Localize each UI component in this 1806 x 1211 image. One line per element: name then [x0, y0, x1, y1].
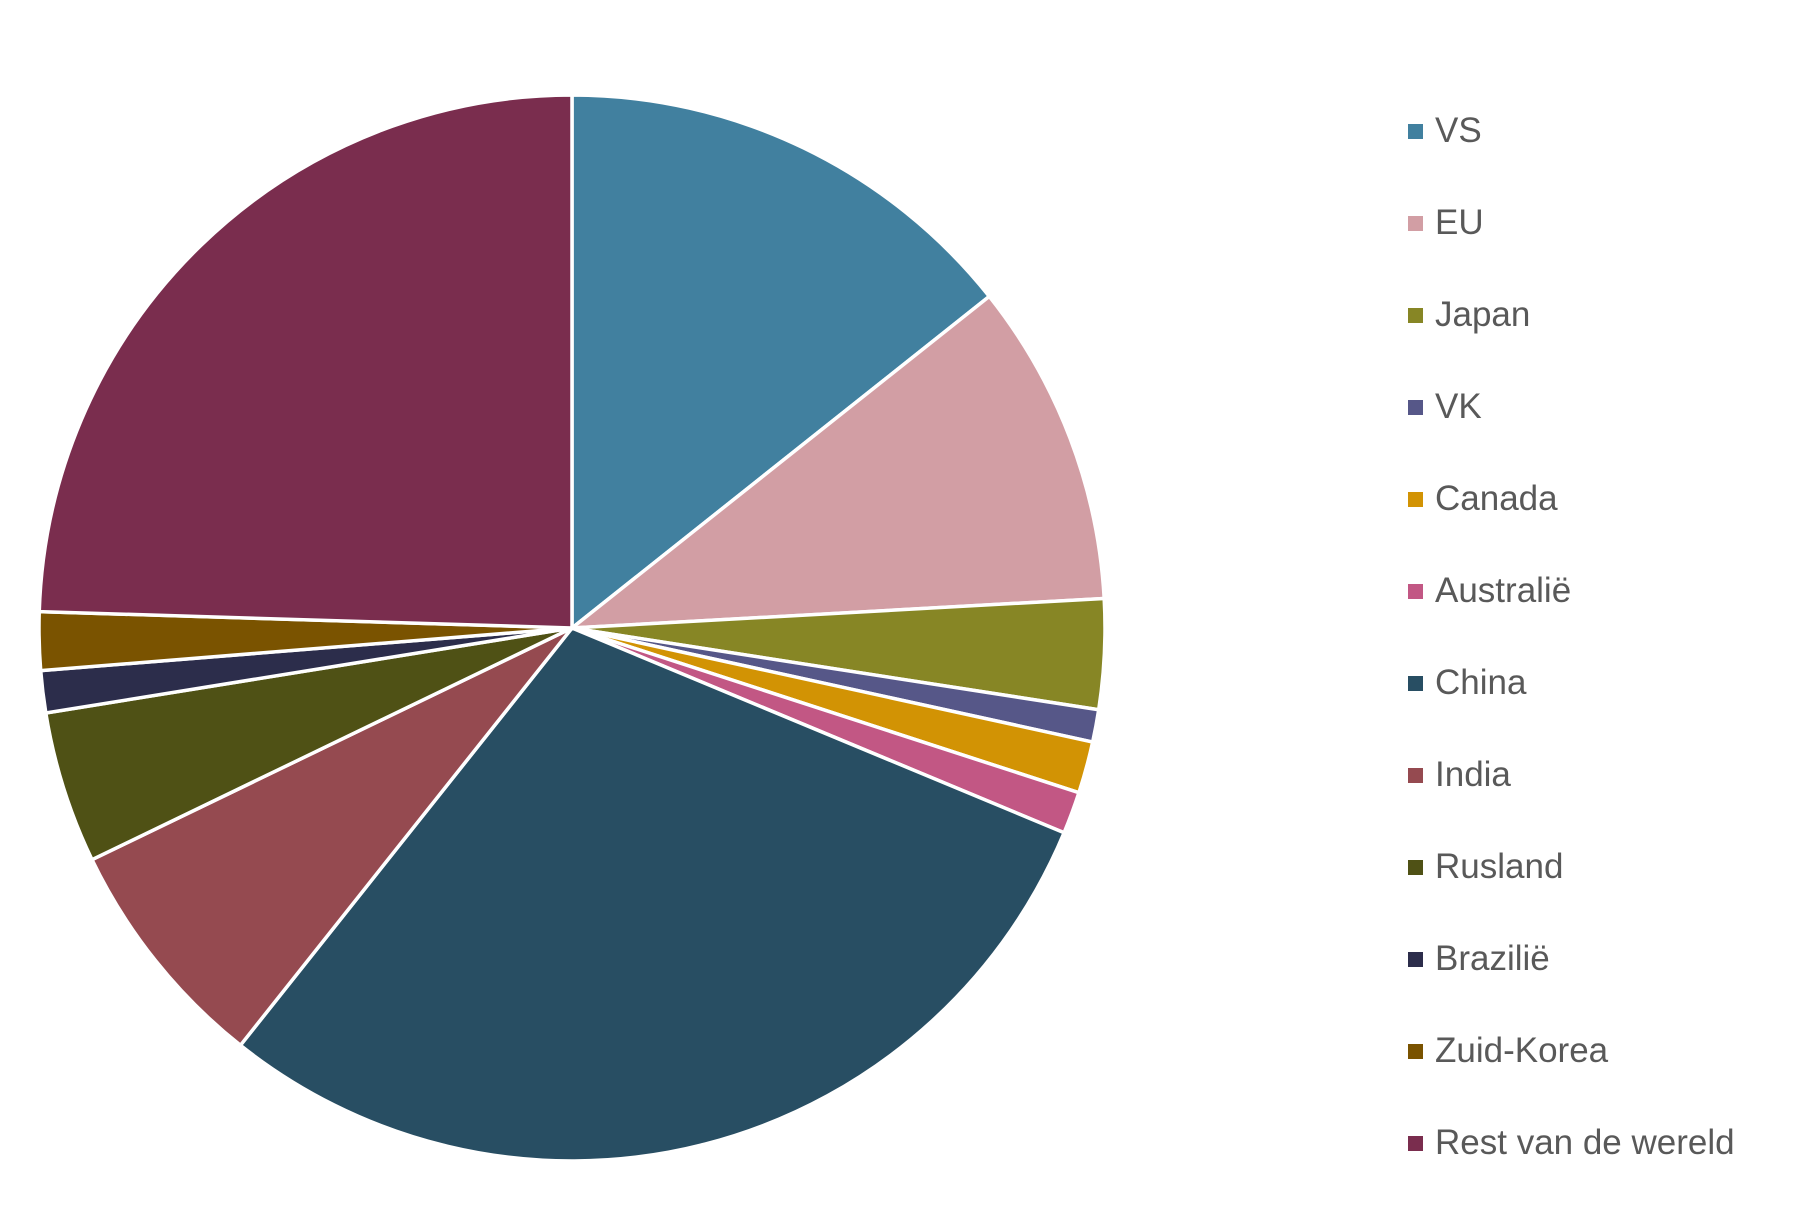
- legend-label: Rest van de wereld: [1435, 1123, 1735, 1162]
- legend-label: China: [1435, 663, 1527, 702]
- legend-item: Japan: [1408, 291, 1735, 383]
- legend-swatch: [1408, 216, 1423, 231]
- legend-item: Rest van de wereld: [1408, 1119, 1735, 1211]
- legend-item: China: [1408, 659, 1735, 751]
- legend-item: VK: [1408, 383, 1735, 475]
- legend-swatch: [1408, 400, 1423, 415]
- legend-label: India: [1435, 755, 1511, 794]
- legend-swatch: [1408, 124, 1423, 139]
- pie-slice-eu: [570, 294, 1106, 630]
- legend-item: EU: [1408, 199, 1735, 291]
- legend-label: Brazilië: [1435, 939, 1550, 978]
- legend-swatch: [1408, 308, 1423, 323]
- legend-swatch: [1408, 676, 1423, 691]
- legend-item: Brazilië: [1408, 935, 1735, 1027]
- legend-label: Japan: [1435, 295, 1531, 334]
- pie-slice-rusland: [44, 626, 574, 862]
- legend-item: Zuid-Korea: [1408, 1027, 1735, 1119]
- legend-label: VS: [1435, 111, 1482, 150]
- pie-slice-china: [238, 626, 1066, 1163]
- legend-swatch: [1408, 768, 1423, 783]
- legend-swatch: [1408, 1044, 1423, 1059]
- legend-swatch: [1408, 860, 1423, 875]
- pie-slice-rest-van-de-wereld: [37, 93, 574, 630]
- legend-swatch: [1408, 584, 1423, 599]
- legend-swatch: [1408, 952, 1423, 967]
- legend-item: Canada: [1408, 475, 1735, 567]
- legend-label: VK: [1435, 387, 1482, 426]
- legend-label: Zuid-Korea: [1435, 1031, 1609, 1070]
- legend-item: VS: [1408, 107, 1735, 199]
- pie-slice-vs: [570, 93, 992, 630]
- legend-label: Australië: [1435, 571, 1572, 610]
- pie-slice-india: [90, 626, 574, 1048]
- legend-label: EU: [1435, 203, 1484, 242]
- legend-swatch: [1408, 1136, 1423, 1151]
- legend-label: Rusland: [1435, 847, 1564, 886]
- legend-swatch: [1408, 492, 1423, 507]
- legend-label: Canada: [1435, 479, 1558, 518]
- legend-item: India: [1408, 751, 1735, 843]
- legend-item: Rusland: [1408, 843, 1735, 935]
- legend-item: Australië: [1408, 567, 1735, 659]
- chart-legend: VS EU Japan VK Canada Australië China India Rusl…: [1408, 107, 1735, 1211]
